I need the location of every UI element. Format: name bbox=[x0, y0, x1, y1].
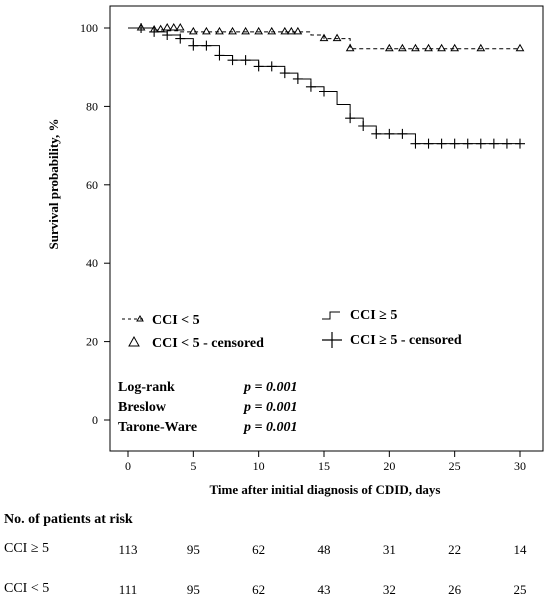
censor-triangle-point bbox=[515, 43, 525, 52]
censor-plus-point bbox=[410, 138, 421, 149]
x-axis-title: Time after initial diagnosis of CDID, da… bbox=[209, 482, 440, 497]
censor-layer bbox=[136, 23, 525, 149]
censor-triangle-point bbox=[450, 43, 460, 52]
x-tick-label: 10 bbox=[253, 459, 265, 473]
censor-plus-point bbox=[371, 128, 382, 139]
series-layer bbox=[128, 27, 520, 145]
y-tick-label: 60 bbox=[86, 178, 98, 192]
censor-triangle-point bbox=[384, 43, 394, 52]
censor-triangle-point bbox=[319, 33, 329, 42]
censor-triangle-point bbox=[345, 43, 355, 52]
censor-plus-point bbox=[253, 61, 264, 72]
stat-p-tarone-ware: p = 0.001 bbox=[243, 420, 297, 435]
censor-triangle-point bbox=[175, 23, 185, 31]
censor-plus-point bbox=[449, 138, 460, 149]
censor-triangle-point bbox=[332, 33, 342, 42]
censor-triangle-point bbox=[228, 26, 237, 35]
censor-plus-point bbox=[162, 30, 173, 41]
censor-plus-point bbox=[149, 26, 160, 37]
legend: CCI < 5 CCI < 5 - censored CCI ≥ 5 CCI ≥… bbox=[122, 308, 462, 351]
censor-triangle-point bbox=[437, 43, 446, 52]
censor-triangle-point bbox=[254, 26, 264, 35]
y-tick-label: 40 bbox=[86, 256, 98, 270]
censor-plus-point bbox=[240, 55, 251, 66]
legend-label-cci-lt5: CCI < 5 bbox=[152, 313, 200, 328]
x-tick-label: 5 bbox=[190, 459, 196, 473]
censor-triangle-point bbox=[293, 26, 303, 35]
x-tick-label: 0 bbox=[125, 459, 131, 473]
censor-plus-point bbox=[515, 138, 525, 149]
legend-label-cci-lt5-censored: CCI < 5 - censored bbox=[152, 336, 264, 351]
censor-plus-point bbox=[188, 40, 199, 51]
y-tick-label: 0 bbox=[92, 413, 98, 427]
censor-plus-point bbox=[175, 33, 186, 44]
stat-test-breslow: Breslow bbox=[118, 400, 167, 415]
censor-triangle-point bbox=[162, 23, 172, 31]
legend-label-cci-ge5: CCI ≥ 5 bbox=[350, 308, 397, 323]
censor-triangle-point bbox=[398, 43, 407, 52]
censor-plus-point bbox=[292, 73, 303, 84]
censor-triangle-point bbox=[286, 26, 296, 35]
y-tick-label: 80 bbox=[86, 99, 98, 113]
censor-triangle-point bbox=[411, 43, 420, 52]
censor-plus-point bbox=[201, 40, 212, 51]
censor-triangle-point bbox=[267, 26, 277, 35]
censor-plus-point bbox=[279, 68, 290, 79]
legend-item-cci-lt5: CCI < 5 bbox=[122, 313, 200, 328]
censor-plus-point bbox=[358, 121, 369, 131]
y-axis-title: Survival probability, % bbox=[46, 119, 61, 250]
censor-plus-point bbox=[214, 50, 225, 61]
stat-test-tarone-ware: Tarone-Ware bbox=[118, 420, 197, 435]
censor-triangle-point bbox=[476, 43, 486, 52]
legend-triangle-marker bbox=[128, 335, 140, 347]
censor-plus-point bbox=[501, 138, 512, 149]
censor-plus-point bbox=[305, 81, 316, 92]
legend-item-cci-ge5-censored: CCI ≥ 5 - censored bbox=[322, 332, 462, 348]
plot-frame bbox=[109, 5, 544, 452]
censor-plus-point bbox=[436, 138, 447, 149]
legend-triangle-small-marker bbox=[136, 315, 144, 322]
censor-triangle-point bbox=[424, 43, 433, 52]
censor-triangle-point bbox=[215, 26, 224, 35]
censor-plus-point bbox=[345, 113, 356, 124]
censor-plus-point bbox=[227, 55, 238, 66]
x-axis: 0 5 10 15 20 25 30 bbox=[125, 451, 526, 473]
censor-triangle-point bbox=[169, 23, 179, 31]
x-tick-label: 20 bbox=[383, 459, 395, 473]
series-line-1 bbox=[128, 27, 520, 145]
legend-item-cci-ge5: CCI ≥ 5 bbox=[322, 308, 397, 323]
censor-plus-point bbox=[384, 128, 395, 139]
censor-plus-point bbox=[475, 138, 486, 149]
censor-triangle-point bbox=[188, 26, 198, 35]
censor-plus-point bbox=[423, 138, 434, 149]
x-tick-label: 25 bbox=[449, 459, 461, 473]
censor-triangle-point bbox=[280, 26, 290, 35]
censor-plus-point bbox=[136, 23, 147, 33]
stat-test-logrank: Log-rank bbox=[118, 380, 175, 395]
y-tick-label: 20 bbox=[86, 335, 98, 349]
y-tick-label: 100 bbox=[80, 21, 98, 35]
legend-item-cci-lt5-censored: CCI < 5 - censored bbox=[128, 335, 264, 351]
x-tick-label: 15 bbox=[318, 459, 330, 473]
stats-block: Log-rank p = 0.001 Breslow p = 0.001 Tar… bbox=[118, 380, 297, 435]
censor-plus-point bbox=[397, 128, 408, 139]
censor-triangle-point bbox=[156, 24, 166, 33]
censor-triangle-point bbox=[241, 26, 250, 35]
censor-plus-point bbox=[488, 138, 499, 149]
x-tick-label: 30 bbox=[514, 459, 526, 473]
series-line-0 bbox=[128, 27, 520, 50]
censor-plus-point bbox=[462, 138, 473, 149]
y-axis: 0 20 40 60 80 100 bbox=[80, 21, 110, 427]
stat-p-breslow: p = 0.001 bbox=[243, 400, 297, 415]
censor-plus-point bbox=[266, 61, 277, 72]
stat-p-logrank: p = 0.001 bbox=[243, 380, 297, 395]
censor-plus-point bbox=[319, 86, 329, 97]
legend-label-cci-ge5-censored: CCI ≥ 5 - censored bbox=[350, 333, 462, 348]
censor-triangle-point bbox=[202, 26, 211, 35]
